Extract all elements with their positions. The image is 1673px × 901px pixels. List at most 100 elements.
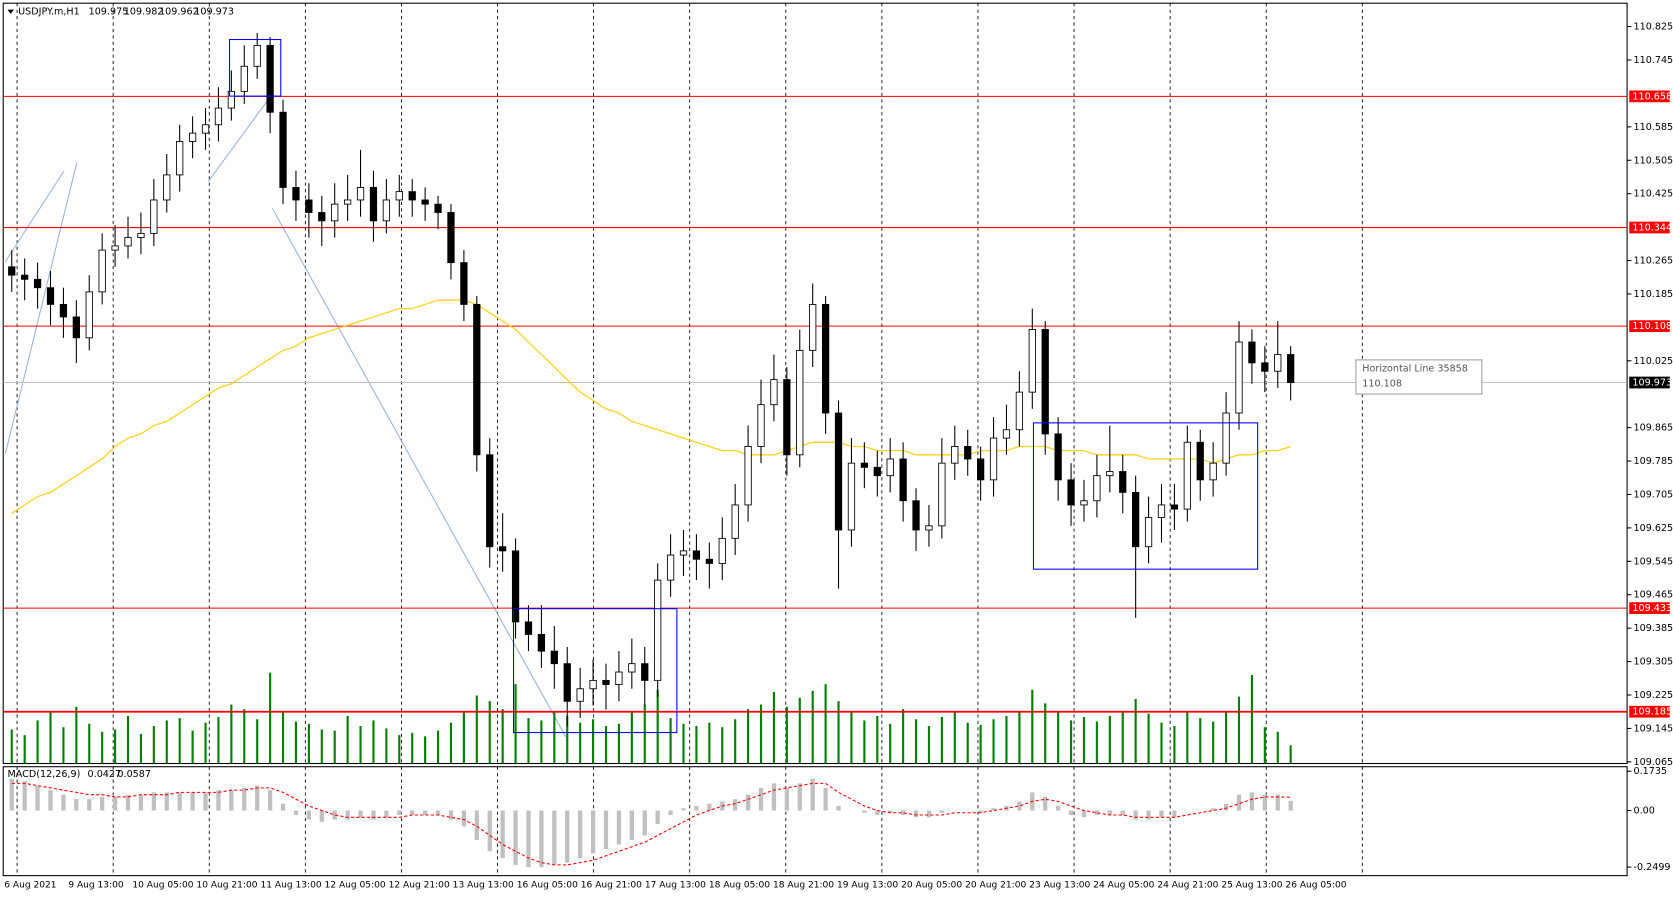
- candle-body: [576, 688, 584, 702]
- x-tick-label: 16 Aug 21:00: [581, 881, 642, 891]
- candle-body: [847, 462, 856, 531]
- x-tick-label: 23 Aug 13:00: [1029, 881, 1090, 891]
- macd-y-tick-label: 0.1735: [1633, 766, 1667, 777]
- candle-body: [124, 237, 132, 247]
- data-layer: 110.825 110.745 110.585 110.505 110.425 110.2…: [3, 22, 1673, 891]
- macd-signal-value: 0.0587: [117, 769, 151, 780]
- candle-body: [1002, 429, 1011, 439]
- candle-body: [111, 245, 119, 251]
- candle-body: [137, 232, 145, 238]
- x-tick-label: 9 Aug 13:00: [68, 881, 124, 891]
- macd-label: MACD(12,26,9): [7, 769, 80, 780]
- trend-line: [207, 101, 268, 182]
- candle-body: [925, 525, 933, 531]
- current-price-label: 109.973: [1632, 378, 1672, 389]
- candle-body: [150, 199, 158, 234]
- y-tick-label: 109.065: [1633, 757, 1673, 768]
- candle-body: [1222, 412, 1230, 464]
- tooltip-value: 110.108: [1362, 378, 1402, 389]
- candle-body: [783, 379, 791, 456]
- candle-body: [1274, 354, 1282, 372]
- candle-body: [1248, 341, 1256, 364]
- candle-body: [21, 274, 29, 280]
- candle-body: [666, 554, 675, 581]
- header-value: 109.973: [194, 7, 234, 18]
- y-tick-label: 110.185: [1633, 289, 1673, 300]
- y-tick-label: 109.865: [1633, 423, 1673, 434]
- candle-body: [434, 203, 442, 213]
- y-tick-label: 109.385: [1633, 623, 1673, 634]
- y-tick-label: 110.025: [1633, 356, 1673, 367]
- candle-body: [602, 679, 610, 685]
- macd-value: 0.0427: [88, 769, 122, 780]
- macd-y-tick-label: 0.00: [1633, 806, 1654, 817]
- candle-body: [253, 44, 261, 67]
- x-tick-label: 17 Aug 13:00: [645, 881, 706, 891]
- candle-body: [1015, 391, 1024, 431]
- box-annotation: [229, 38, 282, 97]
- candle-body: [1106, 471, 1114, 477]
- candle-body: [305, 199, 313, 213]
- candle-body: [176, 141, 184, 176]
- candle-body: [912, 500, 920, 531]
- candle-body: [899, 458, 907, 502]
- candle-body: [240, 65, 248, 92]
- candle-body: [964, 446, 972, 460]
- header-value: 109.982: [124, 7, 164, 18]
- y-tick-label: 109.465: [1633, 590, 1673, 601]
- candle-body: [809, 303, 817, 351]
- candle-body: [938, 462, 946, 527]
- candle-body: [770, 379, 778, 406]
- candle-body: [1287, 354, 1295, 383]
- candle-body: [473, 303, 481, 456]
- y-tick-label: 110.825: [1633, 22, 1673, 33]
- x-tick-label: 16 Aug 05:00: [517, 881, 578, 891]
- x-tick-label: 10 Aug 05:00: [132, 881, 193, 891]
- candle-body: [1144, 517, 1153, 548]
- x-tick-label: 6 Aug 2021: [4, 881, 56, 891]
- candle-body: [757, 404, 765, 447]
- level-label-bg: [1629, 602, 1670, 614]
- candle-body: [266, 44, 274, 113]
- candle-body: [615, 671, 623, 685]
- candle-body: [369, 187, 378, 222]
- symbol-title: USDJPY.m,H1: [18, 7, 80, 18]
- candle-body: [188, 132, 197, 142]
- macd-signal-line: [11, 782, 1291, 866]
- trend-line: [4, 162, 78, 454]
- candle-body: [641, 663, 649, 681]
- candle-body: [886, 458, 894, 477]
- candle-body: [292, 187, 300, 201]
- candle-body: [8, 266, 16, 276]
- candle-body: [395, 191, 403, 201]
- x-tick-label: 10 Aug 21:00: [196, 881, 257, 891]
- candle-body: [98, 249, 106, 293]
- y-tick-label: 109.225: [1633, 690, 1673, 701]
- candle-body: [537, 634, 546, 652]
- candle-body: [834, 412, 843, 531]
- x-tick-label: 18 Aug 05:00: [709, 881, 770, 891]
- moving-average: [11, 299, 1291, 514]
- candle-body: [873, 466, 881, 477]
- trend-line: [4, 170, 65, 262]
- y-tick-label: 109.625: [1633, 523, 1673, 534]
- y-tick-label: 110.265: [1633, 256, 1673, 267]
- level-label: 110.108: [1632, 321, 1672, 332]
- candle-body: [72, 316, 80, 339]
- candle-body: [214, 107, 223, 126]
- candle-body: [989, 437, 998, 481]
- candle-body: [705, 558, 713, 564]
- y-tick-label: 110.745: [1633, 55, 1673, 66]
- y-tick-label: 109.545: [1633, 556, 1673, 567]
- candle-body: [382, 199, 391, 222]
- candle-body: [486, 454, 494, 548]
- candle-body: [1119, 471, 1127, 493]
- x-tick-label: 26 Aug 05:00: [1285, 881, 1346, 891]
- menu-triangle[interactable]: [7, 9, 14, 14]
- candle-body: [744, 446, 752, 506]
- candle-body: [85, 291, 93, 339]
- y-tick-label: 110.585: [1633, 122, 1673, 133]
- candle-body: [679, 550, 688, 556]
- x-tick-label: 24 Aug 05:00: [1093, 881, 1154, 891]
